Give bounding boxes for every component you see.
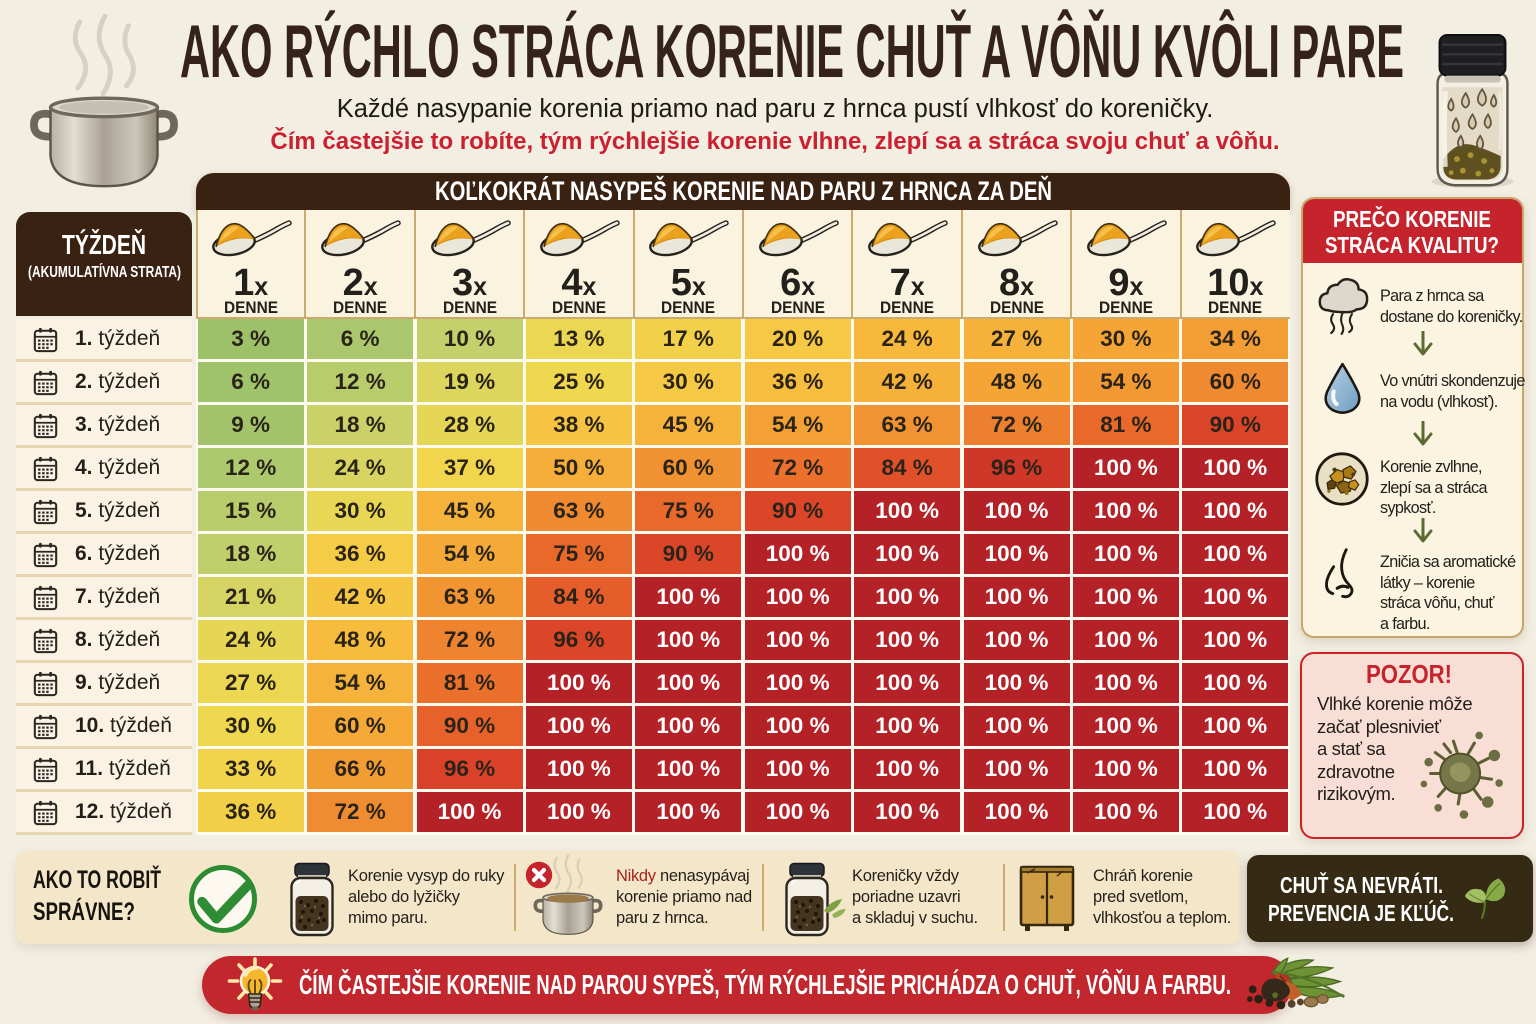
svg-text:DENNE: DENNE <box>990 298 1044 317</box>
svg-text:DENNE: DENNE <box>771 298 825 317</box>
svg-text:DENNE: DENNE <box>1099 298 1153 317</box>
svg-text:ČÍM ČASTEJŠIE KORENIE NAD PARO: ČÍM ČASTEJŠIE KORENIE NAD PAROU SYPEŠ, T… <box>299 968 1231 1000</box>
svg-text:PREČO KORENIE: PREČO KORENIE <box>1333 205 1491 232</box>
svg-text:PREVENCIA JE KĽÚČ.: PREVENCIA JE KĽÚČ. <box>1268 899 1454 926</box>
svg-text:(AKUMULATÍVNA STRATA): (AKUMULATÍVNA STRATA) <box>28 262 181 281</box>
svg-text:DENNE: DENNE <box>443 298 497 317</box>
svg-text:DENNE: DENNE <box>661 298 715 317</box>
svg-text:SPRÁVNE?: SPRÁVNE? <box>33 897 135 926</box>
svg-text:DENNE: DENNE <box>880 298 934 317</box>
svg-text:POZOR!: POZOR! <box>1366 659 1452 689</box>
svg-text:KOĽKOKRÁT NASYPEŠ KORENIE NAD: KOĽKOKRÁT NASYPEŠ KORENIE NAD PARU Z HRN… <box>435 175 1052 206</box>
svg-text:DENNE: DENNE <box>224 298 278 317</box>
svg-text:DENNE: DENNE <box>1208 298 1262 317</box>
svg-text:AKO RÝCHLO STRÁCA KORENIE CHUŤ: AKO RÝCHLO STRÁCA KORENIE CHUŤ A VÔŇU KV… <box>180 9 1404 93</box>
svg-text:CHUŤ SA NEVRÁTI.: CHUŤ SA NEVRÁTI. <box>1280 871 1443 898</box>
svg-text:DENNE: DENNE <box>333 298 387 317</box>
svg-text:AKO TO ROBIŤ: AKO TO ROBIŤ <box>33 864 161 894</box>
svg-text:STRÁCA KVALITU?: STRÁCA KVALITU? <box>1325 231 1499 258</box>
svg-text:TÝŽDEŇ: TÝŽDEŇ <box>62 229 146 260</box>
svg-text:DENNE: DENNE <box>552 298 606 317</box>
